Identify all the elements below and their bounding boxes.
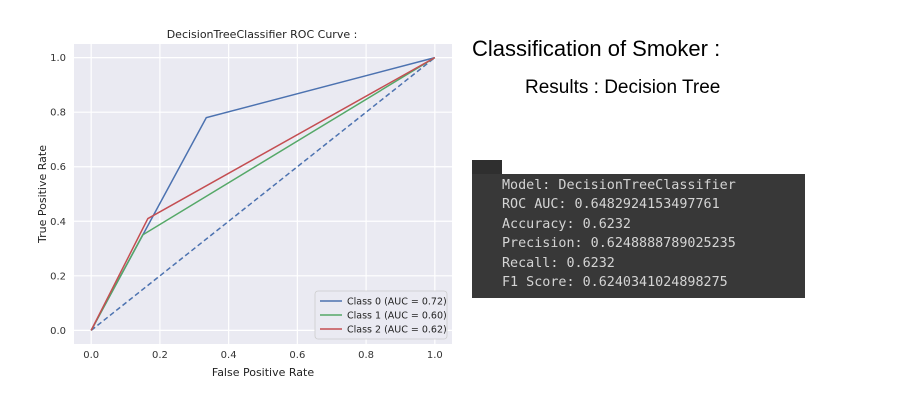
x-tick-label: 0.8 <box>358 350 374 361</box>
roc-chart: DecisionTreeClassifier ROC Curve : 0.0 0.… <box>36 28 452 379</box>
x-tick-label: 0.0 <box>83 350 99 361</box>
grid <box>74 44 452 344</box>
console-line-model: Model: DecisionTreeClassifier <box>502 178 736 193</box>
series-lines <box>90 56 436 331</box>
console-line-recall: Recall: 0.6232 <box>502 255 615 271</box>
legend-label-class-2: Class 2 (AUC = 0.62) <box>347 325 447 336</box>
series-line-class-1 <box>90 56 436 331</box>
reference-diagonal-line <box>90 57 436 331</box>
x-tick-label: 1.0 <box>427 350 443 361</box>
legend-label-class-0: Class 0 (AUC = 0.72) <box>347 297 447 308</box>
results-subheading: Results : Decision Tree <box>525 77 721 98</box>
console-line-roc-auc: ROC AUC: 0.6482924153497761 <box>502 197 720 213</box>
y-axis-label: True Positive Rate <box>36 145 49 244</box>
legend: Class 0 (AUC = 0.72) Class 1 (AUC = 0.60)… <box>314 290 448 340</box>
y-tick-label: 1.0 <box>50 53 66 64</box>
console-line-precision: Precision: 0.6248888789025235 <box>502 236 736 252</box>
x-tick-label: 0.2 <box>152 350 168 361</box>
y-tick-label: 0.8 <box>50 108 66 119</box>
y-tick-label: 0.0 <box>50 326 66 337</box>
x-tick-label: 0.4 <box>221 350 237 361</box>
x-tick-label: 0.6 <box>289 350 305 361</box>
console-output: Model: DecisionTreeClassifier ROC AUC: 0… <box>472 174 805 298</box>
y-tick-label: 0.2 <box>50 271 66 282</box>
x-ticks: 0.0 0.2 0.4 0.6 0.8 1.0 <box>83 350 443 361</box>
y-tick-label: 0.6 <box>50 162 66 173</box>
legend-box <box>314 290 448 340</box>
y-tick-label: 0.4 <box>50 217 66 228</box>
console-line-accuracy: Accuracy: 0.6232 <box>502 216 631 232</box>
y-ticks: 0.0 0.2 0.4 0.6 0.8 1.0 <box>50 53 66 337</box>
results-heading: Classification of Smoker : <box>472 36 721 61</box>
x-axis-label: False Positive Rate <box>212 366 314 379</box>
legend-label-class-1: Class 1 (AUC = 0.60) <box>347 311 447 322</box>
console-line-f1-score: F1 Score: 0.6240341024898275 <box>502 275 728 291</box>
series-line-class-2 <box>90 56 436 331</box>
chart-title: DecisionTreeClassifier ROC Curve : <box>167 28 358 41</box>
